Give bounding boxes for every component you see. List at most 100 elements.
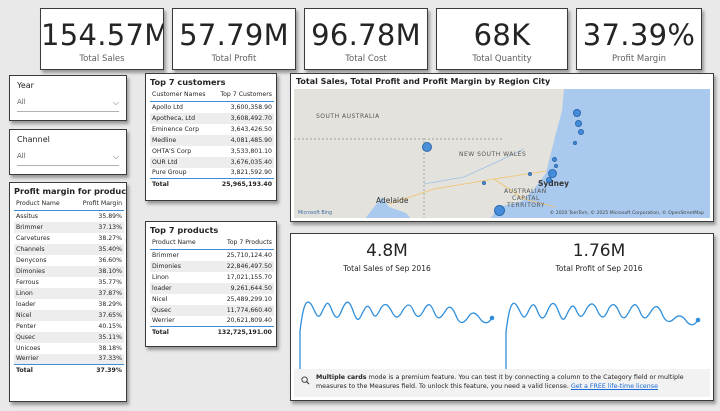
row-value: 4,081,485.90: [213, 134, 274, 146]
table-row[interactable]: Apollo Ltd 3,600,358.90: [150, 102, 274, 113]
row-label: Penter: [16, 322, 37, 330]
license-link[interactable]: Get a FREE life-time license: [570, 383, 658, 390]
table-row[interactable]: Channels 35.40%: [14, 243, 124, 255]
map-bubble[interactable]: [575, 120, 582, 127]
map-bubble[interactable]: [546, 177, 552, 183]
column-header[interactable]: Product Name: [14, 198, 72, 211]
map-bubble[interactable]: [548, 169, 557, 178]
channel-dropdown[interactable]: All ⌵: [17, 152, 119, 166]
kpi-card-profit-margin[interactable]: 37.39% Profit Margin: [576, 8, 702, 70]
column-header[interactable]: Product Name: [150, 237, 206, 250]
table-row[interactable]: Pure Group 3,821,592.90: [150, 168, 274, 179]
table-row[interactable]: loader 38.29%: [14, 299, 124, 310]
kpi-label: Total Cost: [345, 54, 387, 64]
top-customers-table[interactable]: Top 7 customers Customer Names Top 7 Cus…: [145, 73, 277, 201]
table-row[interactable]: Qusec 35.11%: [14, 331, 124, 343]
table-row[interactable]: Medline 4,081,485.90: [150, 134, 274, 146]
year-dropdown[interactable]: All ⌵: [17, 98, 119, 112]
info-icon: [301, 376, 310, 385]
table-row[interactable]: Ferrous 35.77%: [14, 277, 124, 288]
table-row[interactable]: Penter 40.15%: [14, 321, 124, 332]
kpi-card-total-sales[interactable]: 154.57M Total Sales: [40, 8, 164, 70]
total-row: Total 37.39%: [14, 364, 124, 376]
row-value: 22,846,497.50: [205, 260, 274, 272]
map-bubble[interactable]: [573, 109, 581, 117]
multi-card[interactable]: 4.8M Total Sales of Sep 2016 1.76M Total…: [290, 233, 714, 401]
map-city-label: Adelaide: [376, 196, 409, 205]
row-value: 3,600,358.90: [230, 103, 272, 111]
table-row[interactable]: Nicel 25,489,299.10: [150, 294, 274, 305]
table-row[interactable]: Nicel 37.65%: [14, 309, 124, 321]
table-row[interactable]: Eminence Corp 3,643,426.50: [150, 124, 274, 135]
row-label: Eminence Corp: [152, 125, 200, 133]
table-row[interactable]: Brimmer 25,710,124.40: [150, 250, 274, 261]
table-row[interactable]: Apotheca, Ltd 3,608,492.70: [150, 112, 274, 124]
map-bubble[interactable]: [554, 164, 558, 168]
row-label: Qusec: [14, 331, 72, 343]
table-row[interactable]: Qusec 11,774,660.40: [150, 304, 274, 316]
map-bubble[interactable]: [422, 142, 432, 152]
road-line: [493, 178, 557, 208]
kpi-label: Profit Margin: [612, 54, 666, 64]
table-row[interactable]: OHTA'S Corp 3,533,801.10: [150, 146, 274, 157]
table-row[interactable]: Brimmer 37.13%: [14, 221, 124, 233]
bing-logo: Microsoft Bing: [298, 211, 333, 216]
row-label: Werrier: [14, 353, 72, 365]
map-bubble[interactable]: [578, 129, 584, 135]
kpi-card-total-quantity[interactable]: 68K Total Quantity: [436, 8, 568, 70]
year-slicer[interactable]: Year All ⌵: [9, 75, 127, 121]
top-products-table[interactable]: Top 7 products Product Name Top 7 Produc…: [145, 221, 277, 347]
profit-margin-table[interactable]: Profit margin for products Product Name …: [9, 182, 127, 402]
column-header[interactable]: Profit Margin: [71, 198, 124, 211]
table-row[interactable]: Dimonies 22,846,497.50: [150, 260, 274, 272]
sparkline-profit: [505, 302, 701, 371]
table-row[interactable]: loader 9,261,644.50: [150, 282, 274, 294]
row-value: 38.29%: [98, 300, 122, 308]
column-header[interactable]: Customer Names: [150, 89, 214, 102]
row-value: 37.33%: [71, 353, 124, 365]
kpi-label: Total Profit: [211, 54, 257, 64]
row-label: Nicel: [152, 295, 168, 303]
chevron-down-icon[interactable]: ⌵: [112, 152, 119, 161]
map-canvas[interactable]: SOUTH AUSTRALIA NEW SOUTH WALES AUSTRALI…: [294, 89, 710, 218]
kpi-card-total-cost[interactable]: 96.78M Total Cost: [304, 8, 428, 70]
sparkline-path: [505, 302, 699, 371]
row-value: 38.10%: [71, 265, 124, 277]
table-row[interactable]: Assitus 35.89%: [14, 211, 124, 222]
map-bubble[interactable]: [552, 157, 557, 162]
table-row[interactable]: Unicoes 38.18%: [14, 343, 124, 354]
map-bubble[interactable]: [528, 172, 532, 176]
table-row[interactable]: OUR Ltd 3,676,035.40: [150, 156, 274, 168]
row-label: Unicoes: [16, 344, 41, 352]
map-bubble[interactable]: [482, 181, 486, 185]
column-header[interactable]: Top 7 Products: [205, 237, 274, 250]
row-value: 38.27%: [98, 234, 122, 242]
table-title: Profit margin for products: [14, 186, 127, 196]
row-label: Apotheca, Ltd: [150, 112, 214, 124]
kpi-value: 154.57M: [41, 18, 164, 52]
table-row[interactable]: Linon 37.87%: [14, 287, 124, 299]
premium-banner: Multiple cards mode is a premium feature…: [294, 369, 710, 397]
row-label: Dimonies: [14, 265, 72, 277]
table-row[interactable]: Dimonies 38.10%: [14, 265, 124, 277]
sparkline-sales: [299, 301, 495, 371]
chevron-down-icon[interactable]: ⌵: [112, 98, 119, 107]
region-map[interactable]: Total Sales, Total Profit and Profit Mar…: [290, 73, 714, 222]
map-bubble[interactable]: [573, 141, 577, 145]
table-row[interactable]: Linon 17,021,155.70: [150, 272, 274, 283]
map-city-label: Sydney: [538, 179, 569, 188]
channel-slicer[interactable]: Channel All ⌵: [9, 129, 127, 175]
map-bubble[interactable]: [494, 205, 505, 216]
column-header[interactable]: Top 7 Customers: [213, 89, 274, 102]
kpi-card-total-profit[interactable]: 57.79M Total Profit: [172, 8, 296, 70]
kpi-value: 96.78M: [311, 18, 421, 52]
row-label: Denycons: [16, 256, 47, 264]
table-row[interactable]: Werrier 37.33%: [14, 353, 124, 365]
table-row[interactable]: Carvetures 38.27%: [14, 233, 124, 244]
card-value: 1.76M: [572, 241, 626, 261]
table-row[interactable]: Werrier 20,621,809.40: [150, 316, 274, 327]
map-attribution[interactable]: © 2020 TomTom, © 2025 Microsoft Corporat…: [549, 211, 704, 216]
row-label: loader: [16, 300, 36, 308]
table-row[interactable]: Denycons 36.60%: [14, 255, 124, 266]
row-label: Linon: [152, 273, 169, 281]
